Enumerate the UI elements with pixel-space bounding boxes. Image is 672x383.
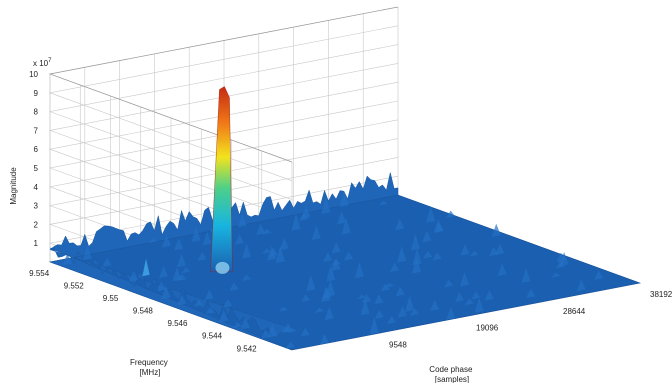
y-axis-label: Frequency [MHz]: [130, 358, 170, 377]
y-tick-label: 9.554: [29, 269, 50, 278]
x-tick-label: 28644: [563, 307, 586, 316]
z-tick-label: 5: [34, 164, 39, 173]
z-tick-label: 1: [34, 239, 39, 248]
x-tick-label: 38192: [650, 290, 672, 299]
peak-base-highlight: [215, 262, 229, 274]
z-axis-label: Magnitude: [9, 167, 18, 205]
z-tick-label: 4: [34, 183, 39, 192]
x-tick-label: 9548: [389, 340, 407, 349]
z-tick-label: 2: [34, 220, 39, 229]
y-tick-label: 9.548: [133, 307, 154, 316]
y-tick-label: 9.546: [167, 319, 188, 328]
peak: [210, 87, 232, 274]
z-tick-label: 6: [34, 145, 39, 154]
y-tick-label: 9.552: [64, 281, 85, 290]
z-tick-label: 8: [34, 108, 39, 117]
z-tick-label: 7: [34, 126, 39, 135]
x-axis-label: Code phase [samples]: [429, 365, 474, 383]
z-tick-label: 9: [34, 89, 39, 98]
z-tick-label: 10: [29, 70, 38, 79]
surface: [50, 173, 640, 350]
y-tick-label: 9.542: [237, 344, 258, 353]
z-multiplier: x 107: [33, 58, 52, 68]
x-tick-label: 19096: [476, 324, 499, 333]
y-tick-label: 9.544: [202, 332, 223, 341]
y-tick-label: 9.55: [103, 294, 119, 303]
z-tick-label: 3: [34, 202, 39, 211]
main-peak: [210, 87, 232, 272]
